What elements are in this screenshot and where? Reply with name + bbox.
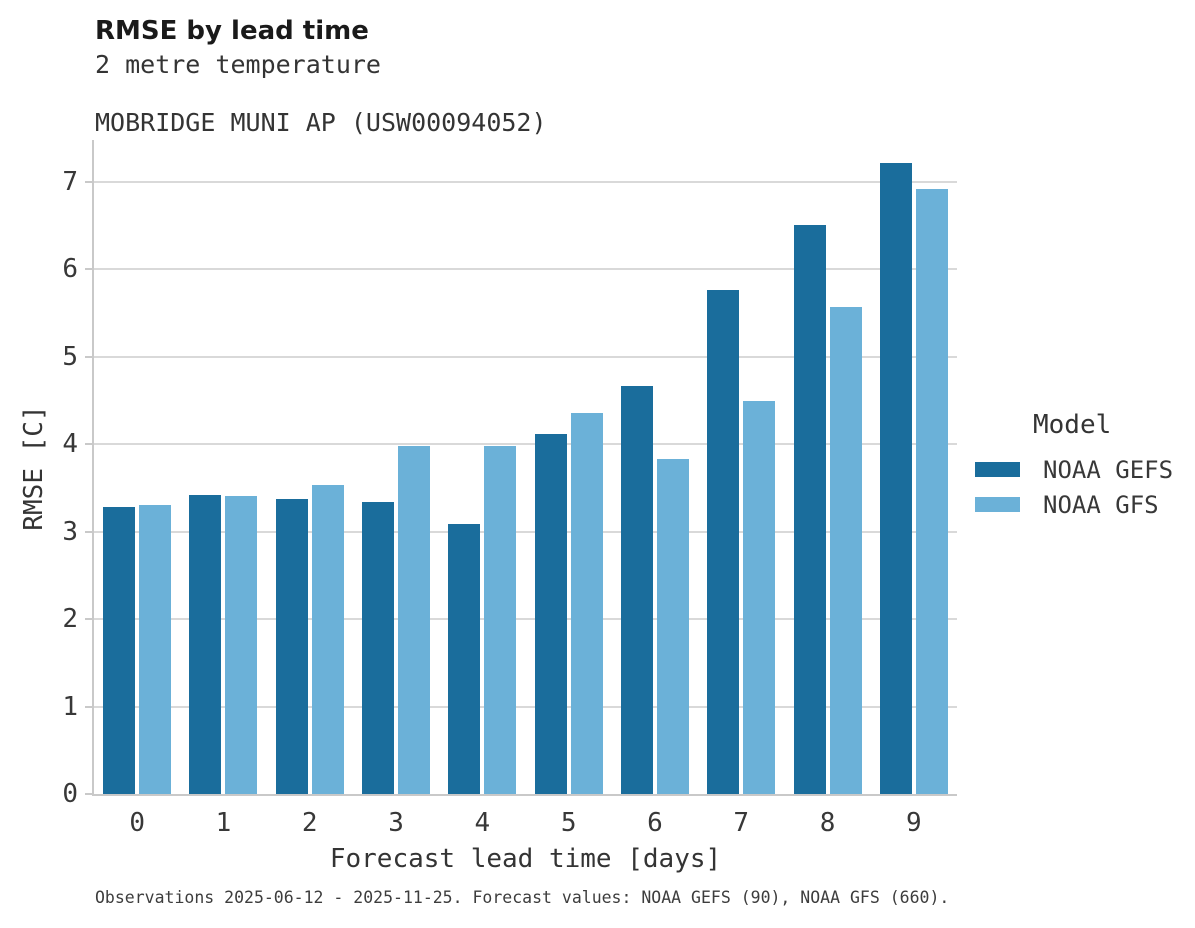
bar-noaa-gefs-lead-3 <box>362 501 395 794</box>
chart-subtitle-line2: MOBRIDGE MUNI AP (USW00094052) <box>95 108 547 137</box>
x-tick-label-7: 7 <box>733 808 750 838</box>
legend-swatch-noaa-gefs <box>975 462 1020 477</box>
x-tick-label-2: 2 <box>301 808 318 838</box>
y-tick-label-1: 1 <box>62 691 78 722</box>
y-tick-label-3: 3 <box>62 516 78 547</box>
bar-noaa-gfs-lead-5 <box>570 412 603 794</box>
bar-noaa-gefs-lead-0 <box>103 507 136 794</box>
y-axis-spine <box>92 140 94 796</box>
chart-title: RMSE by lead time <box>95 16 369 46</box>
bar-noaa-gefs-lead-8 <box>793 224 826 794</box>
legend: Model NOAA GEFS NOAA GFS <box>975 410 1190 522</box>
bar-noaa-gefs-lead-6 <box>620 385 653 794</box>
x-tick-label-0: 0 <box>129 808 145 838</box>
bar-noaa-gfs-lead-9 <box>915 188 948 794</box>
chart-subtitle: 2 metre temperature MOBRIDGE MUNI AP (US… <box>95 50 547 137</box>
x-tick-label-5: 5 <box>560 808 577 838</box>
y-tick-mark-1 <box>85 705 92 708</box>
bar-noaa-gefs-lead-9 <box>879 162 912 794</box>
y-tick-label-4: 4 <box>62 429 78 460</box>
y-tick-label-5: 5 <box>62 341 78 372</box>
gridline-y-1 <box>94 705 957 708</box>
x-tick-label-3: 3 <box>388 808 404 838</box>
x-tick-label-4: 4 <box>474 808 491 838</box>
bar-noaa-gefs-lead-5 <box>534 433 567 794</box>
bar-noaa-gfs-lead-3 <box>398 446 431 794</box>
legend-entry-noaa-gefs: NOAA GEFS <box>975 452 1190 487</box>
gridline-y-3 <box>94 530 957 533</box>
plot-area: 0 1 2 3 4 5 6 7 0 1 2 3 4 5 6 7 8 9 <box>62 140 957 838</box>
bar-noaa-gfs-lead-0 <box>139 504 172 794</box>
bar-noaa-gfs-lead-4 <box>484 446 517 794</box>
x-tick-label-9: 9 <box>906 808 922 838</box>
y-tick-label-6: 6 <box>62 254 78 285</box>
gridline-y-2 <box>94 618 957 621</box>
y-tick-mark-2 <box>85 618 92 621</box>
bar-noaa-gefs-lead-2 <box>275 499 308 794</box>
gridline-y-5 <box>94 355 957 358</box>
y-tick-mark-4 <box>85 443 92 446</box>
gridline-y-4 <box>94 443 957 446</box>
caption: Observations 2025-06-12 - 2025-11-25. Fo… <box>95 888 950 907</box>
y-tick-mark-7 <box>85 180 92 183</box>
gridline-y-7 <box>94 180 957 183</box>
bar-noaa-gfs-lead-6 <box>656 459 689 794</box>
bar-noaa-gefs-lead-1 <box>189 494 222 794</box>
gridline-y-6 <box>94 268 957 271</box>
chart-subtitle-line1: 2 metre temperature <box>95 50 381 79</box>
bar-noaa-gefs-lead-7 <box>707 290 740 794</box>
bar-noaa-gfs-lead-2 <box>311 485 344 794</box>
y-tick-label-2: 2 <box>62 604 78 635</box>
x-tick-label-6: 6 <box>647 808 663 838</box>
y-tick-mark-0 <box>85 793 92 795</box>
legend-label-noaa-gefs: NOAA GEFS <box>1043 456 1174 484</box>
legend-title: Model <box>1033 410 1112 440</box>
bar-noaa-gfs-lead-7 <box>743 401 776 794</box>
legend-entry-noaa-gfs: NOAA GFS <box>975 487 1190 522</box>
bar-noaa-gfs-lead-8 <box>829 307 862 794</box>
y-tick-mark-6 <box>85 268 92 271</box>
y-tick-label-7: 7 <box>62 166 78 197</box>
x-tick-label-8: 8 <box>819 808 836 838</box>
bar-noaa-gfs-lead-1 <box>225 495 258 794</box>
y-tick-label-0: 0 <box>62 779 78 809</box>
legend-label-noaa-gfs: NOAA GFS <box>1043 491 1159 519</box>
x-axis-title: Forecast lead time [days] <box>329 844 722 874</box>
x-tick-label-1: 1 <box>215 808 232 838</box>
y-tick-mark-5 <box>85 355 92 358</box>
bar-noaa-gefs-lead-4 <box>448 523 481 794</box>
x-axis-spine <box>92 794 957 796</box>
y-tick-mark-3 <box>85 530 92 533</box>
legend-swatch-noaa-gfs <box>975 497 1020 512</box>
